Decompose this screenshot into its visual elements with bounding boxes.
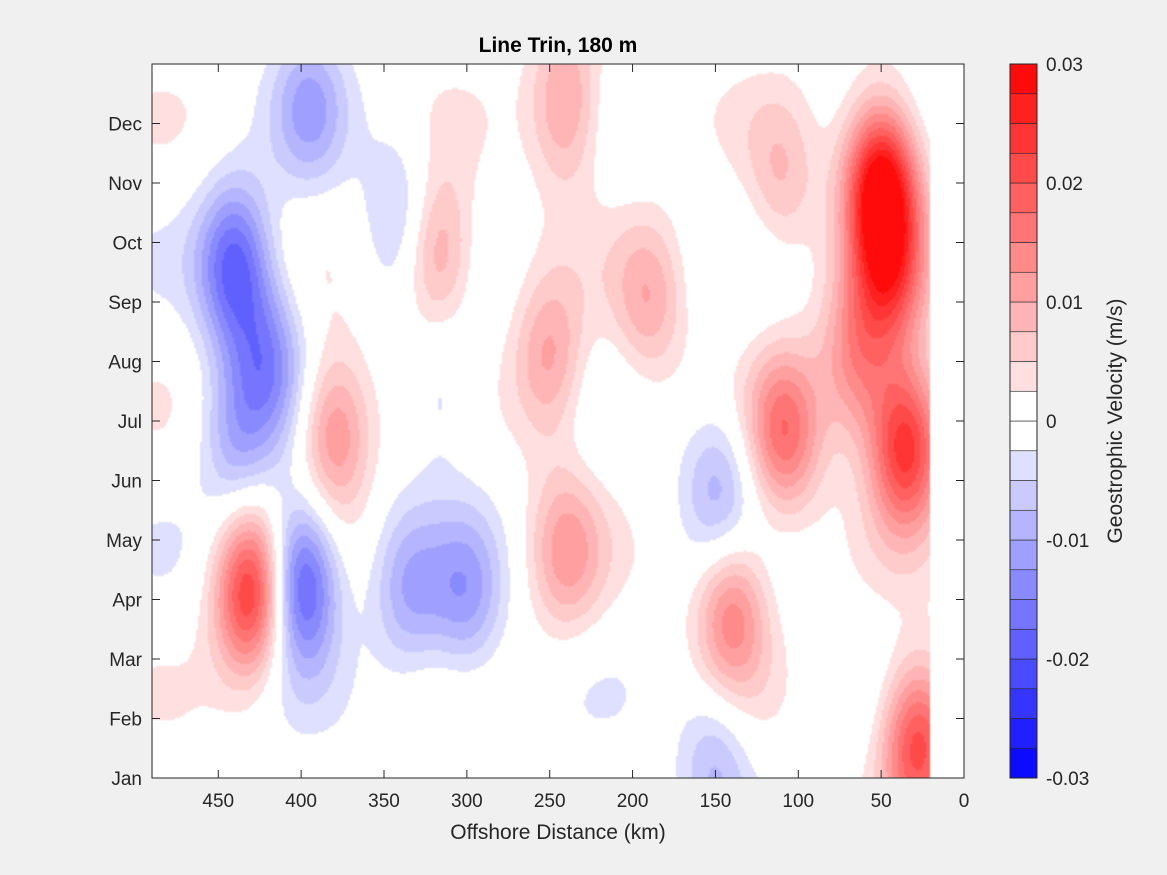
colorbar-band <box>1009 628 1038 660</box>
y-tick-label: Feb <box>109 710 142 731</box>
x-tick-label: 350 <box>368 791 400 812</box>
colorbar-band <box>1009 123 1038 154</box>
y-tick-label: Mar <box>109 650 142 671</box>
colorbar-label: Geostrophic Velocity (m/s) <box>1104 298 1127 543</box>
colorbar-band <box>1009 509 1038 541</box>
y-tick-label: May <box>106 531 142 552</box>
colorbar-band <box>1009 331 1038 362</box>
y-tick-label: Apr <box>112 591 142 612</box>
y-tick-label: Dec <box>108 115 142 136</box>
colorbar-tick-label: 0.03 <box>1046 55 1083 76</box>
y-tick-label: Nov <box>108 174 142 195</box>
plot-area <box>151 63 965 779</box>
colorbar-tick-label: 0.01 <box>1046 293 1083 314</box>
colorbar-tick-label: 0.02 <box>1046 174 1083 195</box>
y-axis-ticks: Jan Feb Mar Apr May Jun Jul Aug Sep Oct Nov Dec <box>106 115 964 790</box>
x-tick-label: 450 <box>202 791 234 812</box>
x-tick-label: 400 <box>285 791 317 812</box>
y-tick-label: Jan <box>111 769 142 790</box>
x-tick-label: 250 <box>534 791 566 812</box>
colorbar-band <box>1009 420 1038 452</box>
colorbar-tick-label: 0 <box>1046 412 1057 433</box>
y-tick-label: Sep <box>108 293 142 314</box>
colorbar-band <box>1009 747 1038 779</box>
x-tick-label: 300 <box>451 791 483 812</box>
colorbar-band <box>1009 390 1038 422</box>
x-tick-label: 200 <box>617 791 649 812</box>
x-tick-label: 150 <box>700 791 732 812</box>
colorbar-bands <box>1009 63 1038 779</box>
colorbar-band <box>1009 301 1038 333</box>
y-tick-label: Jun <box>111 472 142 493</box>
colorbar-band <box>1009 63 1038 95</box>
x-tick-label: 50 <box>871 791 892 812</box>
x-tick-label: 100 <box>782 791 814 812</box>
contour-field <box>152 64 964 778</box>
colorbar-band <box>1009 569 1038 600</box>
colorbar-band <box>1009 450 1038 481</box>
colorbar-band <box>1009 480 1038 511</box>
colorbar-band <box>1009 688 1038 719</box>
colorbar-band <box>1009 658 1038 690</box>
chart-title: Line Trin, 180 m <box>479 34 638 57</box>
y-tick-label: Jul <box>118 412 142 433</box>
colorbar-band <box>1009 152 1038 184</box>
colorbar-band <box>1009 599 1038 630</box>
x-axis-ticks: 450 400 350 300 250 200 150 100 50 0 <box>202 64 969 812</box>
colorbar-ticks: -0.03 -0.02 -0.01 0 0.01 0.02 0.03 <box>1046 55 1089 790</box>
colorbar-band <box>1009 182 1038 214</box>
colorbar-frame <box>1009 63 1038 779</box>
colorbar-band <box>1009 212 1038 243</box>
colorbar-band <box>1009 539 1038 571</box>
x-tick-label: 0 <box>959 791 970 812</box>
colorbar-band <box>1009 93 1038 124</box>
colorbar-band <box>1009 718 1038 749</box>
colorbar: -0.03 -0.02 -0.01 0 0.01 0.02 0.03 Geostrophic… <box>1009 55 1127 790</box>
colorbar-band <box>1009 271 1038 303</box>
colorbar-tick-label: -0.02 <box>1046 650 1089 671</box>
colorbar-tick-label: -0.01 <box>1046 531 1089 552</box>
x-axis-title: Offshore Distance (km) <box>450 821 666 844</box>
colorbar-band <box>1009 361 1038 392</box>
colorbar-tick-label: -0.03 <box>1046 769 1089 790</box>
y-tick-label: Aug <box>108 353 142 374</box>
y-tick-label: Oct <box>112 234 142 255</box>
colorbar-band <box>1009 242 1038 273</box>
